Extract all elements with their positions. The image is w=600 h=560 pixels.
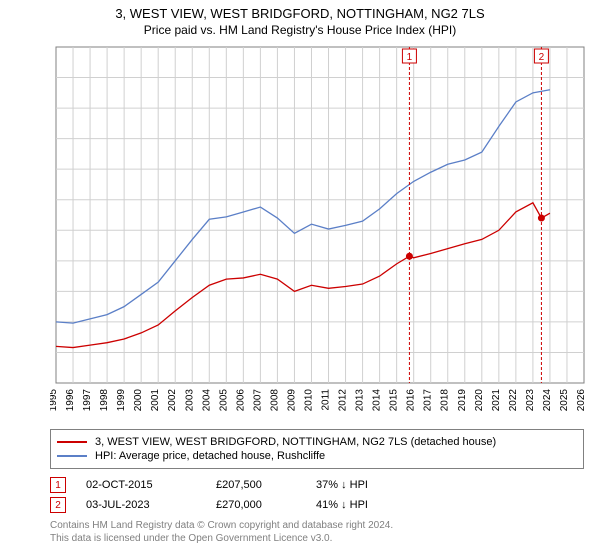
svg-text:2023: 2023 <box>525 389 536 412</box>
svg-text:2008: 2008 <box>269 389 280 412</box>
svg-text:2017: 2017 <box>423 389 434 412</box>
chart-svg: £0£50K£100K£150K£200K£250K£300K£350K£400… <box>50 41 590 421</box>
chart-title: 3, WEST VIEW, WEST BRIDGFORD, NOTTINGHAM… <box>0 0 600 21</box>
legend-row-hpi: HPI: Average price, detached house, Rush… <box>57 450 577 462</box>
svg-text:2018: 2018 <box>440 389 451 412</box>
footer-line2: This data is licensed under the Open Gov… <box>50 532 600 545</box>
legend-box: 3, WEST VIEW, WEST BRIDGFORD, NOTTINGHAM… <box>50 429 584 469</box>
svg-text:1997: 1997 <box>82 389 93 412</box>
svg-text:2: 2 <box>539 52 545 63</box>
svg-text:2011: 2011 <box>321 389 332 411</box>
svg-text:1998: 1998 <box>99 389 110 412</box>
legend-label-property: 3, WEST VIEW, WEST BRIDGFORD, NOTTINGHAM… <box>95 436 496 448</box>
marker-row-2: 2 03-JUL-2023 £270,000 41% ↓ HPI <box>50 497 600 513</box>
svg-text:2010: 2010 <box>303 389 314 412</box>
svg-text:2024: 2024 <box>542 389 553 412</box>
chart-container: 3, WEST VIEW, WEST BRIDGFORD, NOTTINGHAM… <box>0 0 600 560</box>
legend-label-hpi: HPI: Average price, detached house, Rush… <box>95 450 325 462</box>
svg-text:2009: 2009 <box>286 389 297 412</box>
svg-text:2012: 2012 <box>338 389 349 412</box>
svg-text:1: 1 <box>407 52 413 63</box>
chart-plot-area: £0£50K£100K£150K£200K£250K£300K£350K£400… <box>50 41 590 421</box>
footer-line1: Contains HM Land Registry data © Crown c… <box>50 519 600 532</box>
svg-text:2002: 2002 <box>167 389 178 412</box>
svg-text:2020: 2020 <box>474 389 485 412</box>
svg-text:2015: 2015 <box>389 389 400 412</box>
svg-text:2025: 2025 <box>559 389 570 412</box>
svg-text:2006: 2006 <box>235 389 246 412</box>
marker-diff-1: 37% ↓ HPI <box>316 479 436 491</box>
legend-swatch-hpi <box>57 455 87 457</box>
svg-text:2001: 2001 <box>150 389 161 412</box>
svg-text:2021: 2021 <box>491 389 502 412</box>
svg-text:1996: 1996 <box>65 389 76 412</box>
marker-diff-2: 41% ↓ HPI <box>316 499 436 511</box>
svg-text:2022: 2022 <box>508 389 519 412</box>
chart-subtitle: Price paid vs. HM Land Registry's House … <box>0 21 600 41</box>
marker-table: 1 02-OCT-2015 £207,500 37% ↓ HPI 2 03-JU… <box>50 477 600 513</box>
svg-text:1999: 1999 <box>116 389 127 412</box>
svg-text:2026: 2026 <box>576 389 587 412</box>
svg-text:2016: 2016 <box>406 389 417 412</box>
legend-row-property: 3, WEST VIEW, WEST BRIDGFORD, NOTTINGHAM… <box>57 436 577 448</box>
svg-text:1995: 1995 <box>50 389 59 412</box>
marker-id-1: 1 <box>55 480 61 491</box>
svg-text:2019: 2019 <box>457 389 468 412</box>
svg-text:2000: 2000 <box>133 389 144 412</box>
marker-price-2: £270,000 <box>216 499 316 511</box>
footer: Contains HM Land Registry data © Crown c… <box>50 519 600 545</box>
legend-swatch-property <box>57 441 87 443</box>
svg-text:2005: 2005 <box>218 389 229 412</box>
svg-text:2003: 2003 <box>184 389 195 412</box>
marker-date-2: 03-JUL-2023 <box>86 499 216 511</box>
svg-text:2007: 2007 <box>252 389 263 412</box>
svg-text:2013: 2013 <box>355 389 366 412</box>
svg-text:2014: 2014 <box>372 389 383 412</box>
marker-date-1: 02-OCT-2015 <box>86 479 216 491</box>
svg-text:2004: 2004 <box>201 389 212 412</box>
marker-price-1: £207,500 <box>216 479 316 491</box>
marker-badge-2: 2 <box>50 497 66 513</box>
marker-row-1: 1 02-OCT-2015 £207,500 37% ↓ HPI <box>50 477 600 493</box>
marker-id-2: 2 <box>55 500 61 511</box>
marker-badge-1: 1 <box>50 477 66 493</box>
